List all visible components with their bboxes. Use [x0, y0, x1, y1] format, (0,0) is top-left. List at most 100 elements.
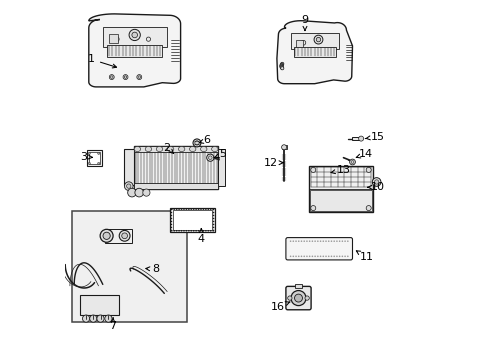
- Circle shape: [280, 62, 284, 66]
- Text: 14: 14: [355, 149, 372, 159]
- Ellipse shape: [200, 147, 206, 152]
- Text: 16: 16: [270, 302, 289, 312]
- Circle shape: [346, 240, 348, 242]
- Circle shape: [138, 76, 140, 78]
- Bar: [310, 190, 371, 211]
- Circle shape: [322, 256, 324, 257]
- Bar: [352, 137, 360, 140]
- Circle shape: [308, 240, 310, 242]
- Circle shape: [341, 256, 343, 257]
- Circle shape: [311, 256, 312, 257]
- Circle shape: [190, 230, 192, 231]
- Circle shape: [319, 240, 321, 242]
- Circle shape: [280, 66, 283, 69]
- Circle shape: [126, 184, 131, 188]
- Circle shape: [204, 230, 206, 231]
- Circle shape: [280, 67, 284, 70]
- Bar: [170, 208, 215, 232]
- Circle shape: [124, 76, 126, 78]
- Circle shape: [212, 208, 214, 210]
- Circle shape: [314, 240, 315, 242]
- Circle shape: [209, 208, 211, 210]
- Text: 2: 2: [163, 143, 173, 153]
- Circle shape: [292, 256, 293, 257]
- Text: 6: 6: [199, 135, 210, 145]
- Circle shape: [170, 209, 172, 210]
- Circle shape: [374, 180, 378, 184]
- Text: 8: 8: [145, 264, 160, 274]
- Circle shape: [181, 208, 182, 210]
- Circle shape: [176, 230, 177, 231]
- Circle shape: [119, 230, 130, 241]
- Circle shape: [212, 227, 214, 228]
- Circle shape: [122, 233, 127, 239]
- Circle shape: [146, 37, 150, 41]
- Circle shape: [279, 64, 283, 67]
- Circle shape: [289, 240, 291, 242]
- Circle shape: [313, 35, 322, 44]
- Circle shape: [322, 240, 324, 242]
- Circle shape: [325, 256, 326, 257]
- Circle shape: [300, 240, 302, 242]
- FancyBboxPatch shape: [285, 238, 352, 260]
- Circle shape: [110, 76, 113, 78]
- Circle shape: [192, 208, 194, 210]
- Circle shape: [281, 145, 286, 150]
- Bar: [294, 284, 302, 288]
- Ellipse shape: [145, 147, 151, 152]
- Circle shape: [280, 63, 283, 66]
- Circle shape: [212, 215, 214, 216]
- Circle shape: [350, 161, 353, 163]
- Circle shape: [308, 256, 310, 257]
- Circle shape: [127, 188, 136, 197]
- Circle shape: [188, 230, 189, 231]
- Circle shape: [280, 63, 283, 67]
- Circle shape: [100, 229, 113, 242]
- Circle shape: [171, 230, 172, 231]
- Circle shape: [98, 152, 100, 154]
- Circle shape: [338, 256, 340, 257]
- Circle shape: [173, 230, 175, 231]
- Circle shape: [212, 212, 214, 213]
- Circle shape: [192, 230, 194, 231]
- Text: 11: 11: [356, 251, 373, 262]
- Circle shape: [170, 224, 172, 225]
- Circle shape: [212, 209, 214, 210]
- Circle shape: [349, 159, 355, 165]
- Circle shape: [311, 240, 312, 242]
- Circle shape: [327, 240, 329, 242]
- Circle shape: [303, 256, 305, 257]
- Circle shape: [204, 208, 206, 210]
- Circle shape: [183, 230, 184, 231]
- Circle shape: [338, 240, 340, 242]
- Circle shape: [113, 36, 119, 42]
- Circle shape: [212, 230, 214, 231]
- Circle shape: [104, 315, 112, 322]
- Circle shape: [327, 256, 329, 257]
- Circle shape: [170, 218, 172, 219]
- Circle shape: [346, 256, 348, 257]
- Circle shape: [178, 230, 180, 231]
- Circle shape: [135, 188, 143, 197]
- Circle shape: [310, 206, 315, 211]
- Circle shape: [295, 256, 296, 257]
- Text: 12: 12: [263, 158, 283, 168]
- Bar: [134, 146, 218, 152]
- Circle shape: [89, 315, 97, 322]
- Bar: [80, 295, 119, 315]
- Text: 1: 1: [88, 54, 116, 68]
- Circle shape: [310, 167, 315, 172]
- Circle shape: [358, 136, 363, 141]
- Circle shape: [185, 230, 187, 231]
- Circle shape: [178, 208, 180, 210]
- Circle shape: [366, 167, 370, 172]
- Circle shape: [287, 296, 291, 300]
- Circle shape: [103, 232, 110, 239]
- Circle shape: [366, 206, 370, 211]
- Ellipse shape: [189, 147, 196, 152]
- Circle shape: [330, 256, 331, 257]
- Text: 4: 4: [197, 229, 204, 244]
- Bar: [308, 166, 372, 212]
- Circle shape: [297, 240, 299, 242]
- Bar: [107, 45, 162, 57]
